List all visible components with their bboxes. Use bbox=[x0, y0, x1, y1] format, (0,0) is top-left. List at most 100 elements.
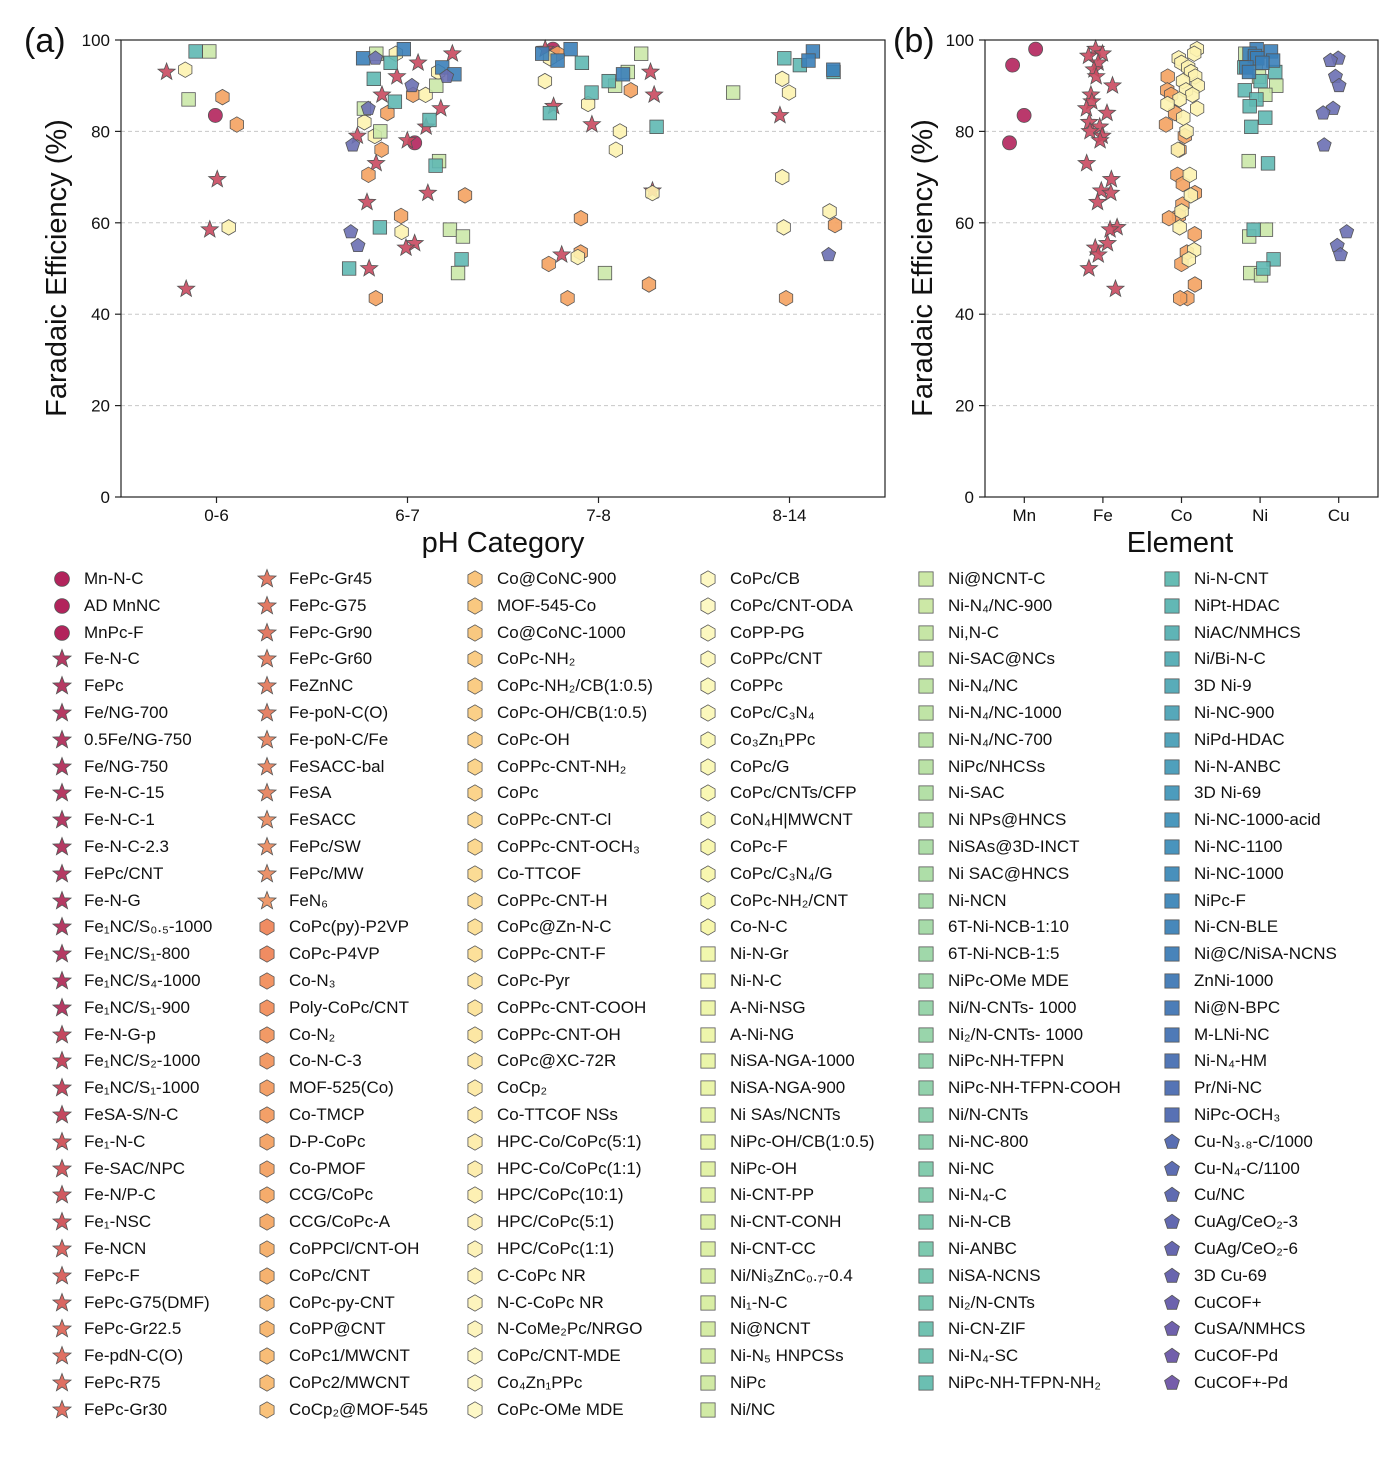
legend-item: CoCp₂ bbox=[463, 1075, 547, 1101]
legend-marker bbox=[1164, 1240, 1180, 1256]
legend-marker-icon bbox=[918, 812, 934, 828]
data-point bbox=[1331, 77, 1347, 93]
legend-item: NiPc-OMe MDE bbox=[914, 968, 1069, 994]
legend-label: CuCOF+-Pd bbox=[1194, 1373, 1288, 1392]
legend-marker-icon bbox=[700, 1027, 716, 1043]
legend-label: Fe₁-N-C bbox=[84, 1131, 146, 1151]
data-point bbox=[776, 219, 791, 236]
legend-label: 3D Ni-9 bbox=[1194, 676, 1252, 696]
legend-marker-icon bbox=[467, 1374, 483, 1392]
legend-marker bbox=[918, 812, 934, 828]
legend-marker bbox=[700, 623, 716, 642]
legend-marker bbox=[467, 1025, 483, 1044]
legend-marker-icon bbox=[467, 1159, 483, 1178]
legend-marker bbox=[259, 945, 275, 963]
legend-marker bbox=[51, 1104, 73, 1124]
legend-marker bbox=[259, 1347, 275, 1365]
y-tick-label: 20 bbox=[91, 397, 110, 416]
legend-label: Ni-NC-900 bbox=[1194, 703, 1275, 722]
legend-marker bbox=[467, 1347, 483, 1365]
legend-item: CoPc-NH₂/CB(1:0.5) bbox=[463, 673, 653, 699]
data-point bbox=[207, 107, 223, 123]
x-tick-label: Mn bbox=[1012, 506, 1036, 525]
legend-item: Fe/NG-750 bbox=[50, 754, 168, 780]
legend-marker-icon bbox=[700, 1321, 716, 1337]
legend-marker-icon bbox=[467, 1401, 483, 1419]
legend-item: Ni-NC-1100 bbox=[1160, 834, 1283, 860]
legend-item: CoPc-OH/CB(1:0.5) bbox=[463, 700, 647, 726]
legend-marker-icon bbox=[256, 648, 278, 669]
legend-marker-icon bbox=[1164, 1294, 1180, 1310]
legend-label: FePc-Gr22.5 bbox=[84, 1319, 182, 1339]
legend-marker-icon bbox=[259, 918, 275, 937]
legend-item: CoPc-OH bbox=[463, 727, 570, 753]
legend-marker bbox=[918, 946, 934, 962]
data-point bbox=[560, 290, 575, 307]
data-point bbox=[156, 61, 177, 81]
legend-label: Ni-N-ANBC bbox=[1194, 756, 1281, 776]
legend-label: FePc/CNT bbox=[84, 863, 164, 883]
legend-item: CoN₄H|MWCNT bbox=[696, 807, 853, 833]
legend-item: CoPc(py)-P2VP bbox=[255, 914, 409, 940]
legend-label: CoPc/CNTs/CFP bbox=[730, 783, 857, 803]
legend-item: Fe-pdN-C(O) bbox=[50, 1343, 183, 1369]
data-point bbox=[770, 105, 790, 124]
legend-marker bbox=[918, 839, 934, 855]
legend-marker-icon bbox=[259, 1133, 275, 1151]
data-point bbox=[570, 248, 585, 266]
data-point bbox=[387, 66, 407, 85]
legend-marker-icon bbox=[51, 1399, 73, 1419]
legend-marker bbox=[256, 568, 278, 588]
legend-label: NiPc-OCH₃ bbox=[1194, 1105, 1281, 1124]
legend-item: 3D Cu-69 bbox=[1160, 1263, 1267, 1289]
legend-label: Fe-poN-C/Fe bbox=[289, 729, 389, 749]
legend-marker-icon bbox=[256, 836, 278, 856]
legend-marker-icon bbox=[467, 1320, 483, 1339]
panel-a: 0 20 40 60 80 100 0-6 6-7 7-8 8-14 (a) pH Categor… bbox=[24, 22, 886, 559]
legend-marker-icon bbox=[467, 838, 483, 856]
legend-label: FePc bbox=[84, 676, 124, 696]
panel-a-ylabel: Faradaic Efficiency (%) bbox=[41, 119, 73, 417]
legend-marker bbox=[256, 863, 278, 883]
legend-marker-icon bbox=[467, 1240, 483, 1258]
legend-label: Fe-poN-C(O) bbox=[289, 703, 389, 722]
y-tick-label: 100 bbox=[946, 31, 974, 50]
legend-item: Ni-N-C bbox=[696, 968, 782, 994]
legend-marker bbox=[51, 1131, 73, 1151]
legend-marker bbox=[51, 702, 73, 722]
legend-label: FeSACC-bal bbox=[289, 756, 385, 776]
data-point bbox=[1183, 187, 1198, 204]
legend-item: Co@CoNC-1000 bbox=[463, 620, 626, 646]
legend-item: NiSA-NGA-1000 bbox=[696, 1048, 855, 1074]
legend-label: FePc-G75 bbox=[289, 595, 367, 615]
data-point bbox=[360, 100, 376, 115]
legend-label: Ni SAC@HNCS bbox=[948, 863, 1070, 883]
legend-marker-icon bbox=[918, 1321, 934, 1337]
legend-item: A-Ni-NG bbox=[696, 1022, 794, 1048]
legend-marker bbox=[467, 865, 483, 883]
legend-marker-icon bbox=[259, 1374, 275, 1392]
legend-marker-icon bbox=[1164, 812, 1180, 828]
panel-a-ticks: 0 20 40 60 80 100 0-6 6-7 7-8 8-14 bbox=[82, 31, 807, 525]
legend-marker bbox=[51, 809, 73, 829]
legend-marker bbox=[1164, 839, 1180, 855]
legend-marker bbox=[467, 623, 483, 642]
data-point bbox=[1097, 233, 1118, 252]
legend-label: Co@CoNC-1000 bbox=[497, 622, 626, 642]
legend-item: Ni-N-ANBC bbox=[1160, 754, 1281, 780]
legend-label: Co-N₂ bbox=[289, 1024, 336, 1044]
legend-marker bbox=[700, 1000, 716, 1016]
data-point bbox=[1242, 99, 1257, 114]
legend-label: FePc-R75 bbox=[84, 1373, 161, 1392]
legend-item: Co-TTCOF bbox=[463, 861, 581, 887]
legend-label: NiSA-NGA-1000 bbox=[730, 1051, 855, 1071]
legend-marker bbox=[1164, 1213, 1180, 1229]
data-point bbox=[1241, 64, 1257, 80]
legend-label: CoPPc-CNT-OCH₃ bbox=[497, 837, 640, 856]
legend-item: Fe₁-N-C bbox=[50, 1129, 145, 1155]
legend-item: NiPc-F bbox=[1160, 888, 1246, 914]
legend-item: Ni,N-C bbox=[914, 620, 999, 646]
legend-marker-icon bbox=[1164, 1053, 1180, 1069]
legend-label: CoPc2/MWCNT bbox=[289, 1373, 410, 1392]
legend-marker bbox=[918, 919, 934, 935]
